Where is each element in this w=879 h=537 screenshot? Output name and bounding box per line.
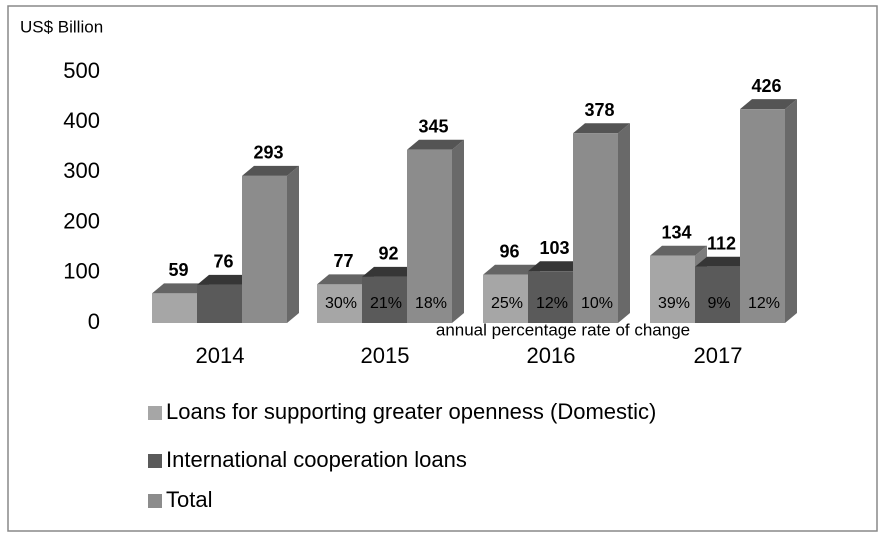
change-label: 21% bbox=[370, 295, 402, 312]
change-label: 18% bbox=[415, 295, 447, 312]
y-tick-label: 400 bbox=[63, 108, 100, 133]
data-label: 77 bbox=[333, 251, 353, 271]
bar bbox=[407, 149, 452, 323]
bar-top bbox=[362, 266, 419, 277]
bar-top bbox=[407, 139, 464, 150]
bar bbox=[197, 284, 242, 323]
bar bbox=[740, 109, 785, 323]
change-label: 25% bbox=[491, 295, 523, 312]
bar-top bbox=[483, 264, 540, 275]
x-tick-label: 2014 bbox=[196, 343, 245, 368]
data-label: 134 bbox=[661, 222, 691, 242]
bar-top bbox=[650, 245, 707, 256]
bar-top bbox=[695, 256, 752, 267]
bar bbox=[317, 284, 362, 323]
bar-side bbox=[785, 99, 797, 323]
axis-label: US$ Billion bbox=[20, 17, 103, 36]
bar-side bbox=[287, 165, 299, 323]
change-label: 30% bbox=[325, 295, 357, 312]
bar-top bbox=[528, 261, 585, 272]
x-tick-label: 2015 bbox=[361, 343, 410, 368]
bar bbox=[362, 276, 407, 323]
bar-top bbox=[573, 123, 630, 134]
change-label: 9% bbox=[707, 295, 730, 312]
change-label: 12% bbox=[748, 295, 780, 312]
y-tick-label: 200 bbox=[63, 208, 100, 233]
bar bbox=[695, 266, 740, 323]
change-label: 12% bbox=[536, 295, 568, 312]
bar-top bbox=[197, 274, 254, 285]
legend-label: Loans for supporting greater openness (D… bbox=[166, 399, 656, 424]
change-label: 39% bbox=[658, 295, 690, 312]
data-label: 112 bbox=[707, 234, 736, 254]
data-label: 345 bbox=[418, 117, 448, 137]
bar bbox=[650, 255, 695, 323]
y-tick-label: 0 bbox=[88, 309, 100, 334]
data-label: 59 bbox=[168, 260, 188, 280]
bar-top bbox=[740, 99, 797, 110]
bar bbox=[528, 271, 573, 323]
legend-label: Total bbox=[166, 487, 212, 512]
data-label: 92 bbox=[378, 244, 398, 264]
bar bbox=[483, 274, 528, 323]
bar-top bbox=[242, 165, 299, 176]
data-label: 293 bbox=[253, 143, 283, 163]
y-tick-label: 300 bbox=[63, 158, 100, 183]
y-tick-label: 100 bbox=[63, 259, 100, 284]
annotation: annual percentage rate of change bbox=[436, 320, 690, 339]
bar bbox=[242, 175, 287, 323]
y-tick-label: 500 bbox=[63, 58, 100, 83]
bar-top bbox=[152, 283, 209, 294]
bar bbox=[573, 133, 618, 323]
bar-side bbox=[452, 139, 464, 323]
data-label: 96 bbox=[499, 242, 519, 262]
bar-side bbox=[618, 123, 630, 323]
data-label: 378 bbox=[584, 100, 614, 120]
data-label: 76 bbox=[213, 252, 233, 272]
bar bbox=[152, 293, 197, 323]
data-label: 426 bbox=[751, 76, 781, 96]
bar-top bbox=[317, 274, 374, 285]
legend-swatch bbox=[148, 454, 162, 468]
x-tick-label: 2016 bbox=[527, 343, 576, 368]
legend-swatch bbox=[148, 406, 162, 420]
legend-label: International cooperation loans bbox=[166, 447, 467, 472]
legend-swatch bbox=[148, 494, 162, 508]
x-tick-label: 2017 bbox=[694, 343, 743, 368]
data-label: 103 bbox=[539, 238, 569, 258]
change-label: 10% bbox=[581, 295, 613, 312]
